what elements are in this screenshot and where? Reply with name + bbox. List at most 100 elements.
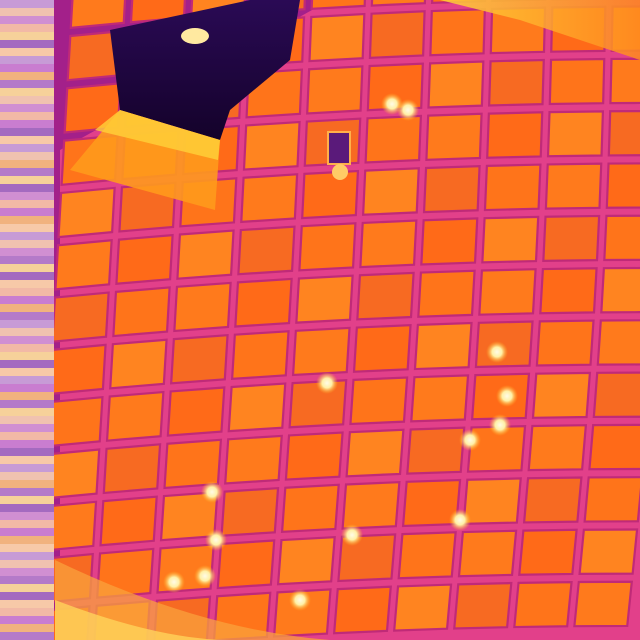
solar-panel-module: [364, 114, 423, 164]
thermal-hotspot: [459, 429, 481, 451]
solar-panel-module: [535, 319, 595, 367]
scale-bar-band: [0, 440, 54, 448]
scale-bar-band: [0, 560, 54, 568]
solar-panel-module: [359, 219, 418, 269]
thermal-hotspot: [496, 385, 518, 407]
solar-panel-module: [163, 438, 223, 490]
scale-bar-band: [0, 464, 54, 472]
solar-panel-module: [310, 0, 366, 10]
solar-panel-module: [429, 8, 486, 57]
scale-bar-band: [0, 80, 54, 88]
solar-panel-module: [548, 57, 606, 106]
color-scale-bar: [0, 0, 54, 640]
solar-panel-module: [284, 431, 344, 481]
solar-panel-module: [366, 62, 424, 112]
solar-panel-module: [425, 112, 483, 161]
solar-panel-module: [176, 229, 235, 280]
scale-bar-band: [0, 600, 54, 608]
solar-panel-module: [462, 477, 522, 526]
solar-panel-module: [224, 434, 283, 485]
solar-panel-module: [518, 528, 578, 576]
solar-panel-module: [242, 120, 301, 171]
solar-panel-module: [546, 110, 605, 158]
thermal-hotspot: [397, 99, 419, 121]
solar-panel-module: [227, 382, 287, 433]
solar-panel-module: [393, 583, 453, 632]
solar-panel-module: [280, 483, 340, 534]
scale-bar-band: [0, 632, 54, 640]
scale-bar-band: [0, 32, 54, 40]
junction-box: [327, 131, 351, 180]
thermal-hotspot: [194, 565, 216, 587]
solar-panel-module: [301, 169, 360, 220]
thermal-hotspot: [449, 509, 471, 531]
thermal-hotspot: [205, 529, 227, 551]
scale-bar-band: [0, 608, 54, 616]
scale-bar-band: [0, 344, 54, 352]
scale-bar-band: [0, 624, 54, 632]
solar-panel-module: [295, 274, 354, 324]
scale-bar-band: [0, 56, 54, 64]
scale-bar-band: [0, 288, 54, 296]
solar-panel-module: [481, 215, 540, 264]
solar-panel-module: [522, 476, 583, 524]
solar-panel-module: [306, 65, 364, 115]
scale-bar-band: [0, 552, 54, 560]
scale-bar-band: [0, 256, 54, 264]
solar-panel-module: [216, 539, 276, 590]
solar-panel-module: [607, 110, 640, 157]
scale-bar-band: [0, 584, 54, 592]
solar-panel-module: [105, 390, 165, 442]
hotspot-group: [163, 93, 518, 611]
scale-bar-band: [0, 480, 54, 488]
scale-bar-band: [0, 408, 54, 416]
solar-panel-module: [345, 428, 405, 478]
scale-bar-band: [0, 136, 54, 144]
scale-bar-band: [0, 232, 54, 240]
solar-panel-module: [397, 531, 457, 580]
solar-panel-module: [220, 486, 280, 537]
scale-bar-band: [0, 96, 54, 104]
scale-bar-band: [0, 184, 54, 192]
solar-panel-module: [539, 267, 598, 315]
solar-panel-module: [422, 164, 481, 214]
scale-bar-band: [0, 512, 54, 520]
scale-bar-band: [0, 248, 54, 256]
solar-panel-module: [48, 343, 107, 396]
roof-ledge: [55, 560, 330, 640]
scale-bar-band: [0, 384, 54, 392]
scale-bar-band: [0, 264, 54, 272]
solar-panel-module: [112, 286, 171, 338]
roof-ledge-hot: [55, 600, 230, 640]
solar-panel-module: [166, 386, 226, 437]
solar-panel-module: [544, 162, 603, 210]
scale-bar-band: [0, 104, 54, 112]
scale-bar-band: [0, 528, 54, 536]
solar-panel-module: [427, 60, 485, 109]
solar-panel-module: [356, 271, 415, 321]
scale-bar-band: [0, 360, 54, 368]
scale-bar-band: [0, 536, 54, 544]
scale-bar-band: [0, 320, 54, 328]
scale-bar-band: [0, 88, 54, 96]
roof-edge-hot: [440, 0, 640, 60]
scale-bar-band: [0, 144, 54, 152]
scale-bar-band: [0, 448, 54, 456]
scale-bar-band: [0, 456, 54, 464]
scale-bar-band: [0, 544, 54, 552]
solar-panel-module: [57, 186, 116, 239]
solar-panel-module: [349, 376, 409, 426]
scale-bar-band: [0, 64, 54, 72]
scale-bar-band: [0, 152, 54, 160]
solar-panel-module: [592, 371, 640, 419]
solar-panel-module: [600, 266, 640, 314]
scale-bar-band: [0, 240, 54, 248]
solar-panel-module: [513, 580, 573, 629]
solar-panel-module: [368, 10, 426, 60]
scale-bar-band: [0, 112, 54, 120]
scale-bar-band: [0, 192, 54, 200]
thermal-hotspot: [489, 414, 511, 436]
solar-panel-module: [240, 173, 299, 224]
scale-bar-band: [0, 296, 54, 304]
